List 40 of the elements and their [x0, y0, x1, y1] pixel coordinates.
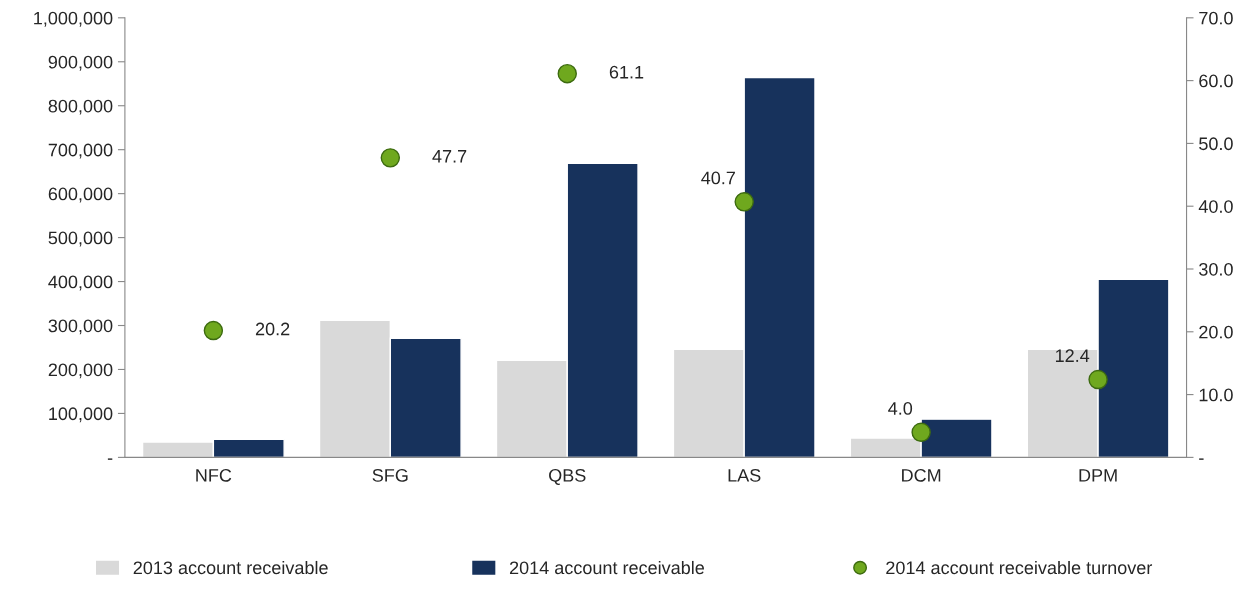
- x-tick-label: NFC: [196, 468, 232, 482]
- data-label: 4.0: [888, 402, 913, 415]
- data-label: 12.4: [1055, 349, 1090, 362]
- y-tick-label: 300,000: [48, 319, 113, 335]
- x-tick-label: DPM: [1079, 469, 1117, 482]
- legend-label: 2014 account receivable: [509, 560, 705, 575]
- y2-tick-label: 40.0: [1198, 200, 1233, 213]
- y-tick-label: 400,000: [48, 275, 113, 291]
- data-label: 47.7: [432, 150, 467, 163]
- x-tick-label: DCM: [902, 468, 941, 482]
- legend-label: 2014 account receivable turnover: [886, 560, 1153, 575]
- data-label: 40.7: [701, 171, 735, 185]
- y-tick-label: 200,000: [48, 363, 113, 379]
- x-tick-label: LAS: [728, 468, 761, 482]
- y-tick-label: 100,000: [49, 407, 113, 423]
- point: [1088, 369, 1108, 390]
- y-tick-label: 500,000: [48, 231, 113, 247]
- point: [557, 63, 577, 84]
- point: [734, 192, 754, 212]
- y-tick-label: 700,000: [48, 143, 113, 159]
- y-tick-label: 800,000: [48, 99, 113, 115]
- y2-tick-label: 50.0: [1199, 137, 1233, 151]
- data-label: 61.1: [609, 65, 644, 79]
- y2-tick-label: 60.0: [1199, 74, 1233, 88]
- y-tick-label: 900,000: [48, 55, 113, 71]
- y-tick-label: -: [107, 458, 113, 460]
- legend-label: 2013 account receivable: [133, 560, 328, 575]
- y2-tick-label: 10.0: [1199, 388, 1233, 402]
- x-tick-label: QBS: [549, 468, 586, 485]
- y-tick-label: 600,000: [48, 187, 113, 203]
- y2-tick-label: -: [1199, 458, 1204, 460]
- data-label: 20.2: [255, 322, 290, 336]
- y2-tick-label: 20.0: [1199, 325, 1233, 339]
- y-tick-label: 1,000,000: [34, 11, 113, 27]
- x-tick-label: SFG: [372, 468, 408, 482]
- point: [911, 422, 931, 442]
- point: [203, 320, 224, 341]
- y2-tick-label: 70.0: [1199, 11, 1233, 25]
- point: [380, 148, 401, 168]
- y2-tick-label: 30.0: [1199, 262, 1233, 276]
